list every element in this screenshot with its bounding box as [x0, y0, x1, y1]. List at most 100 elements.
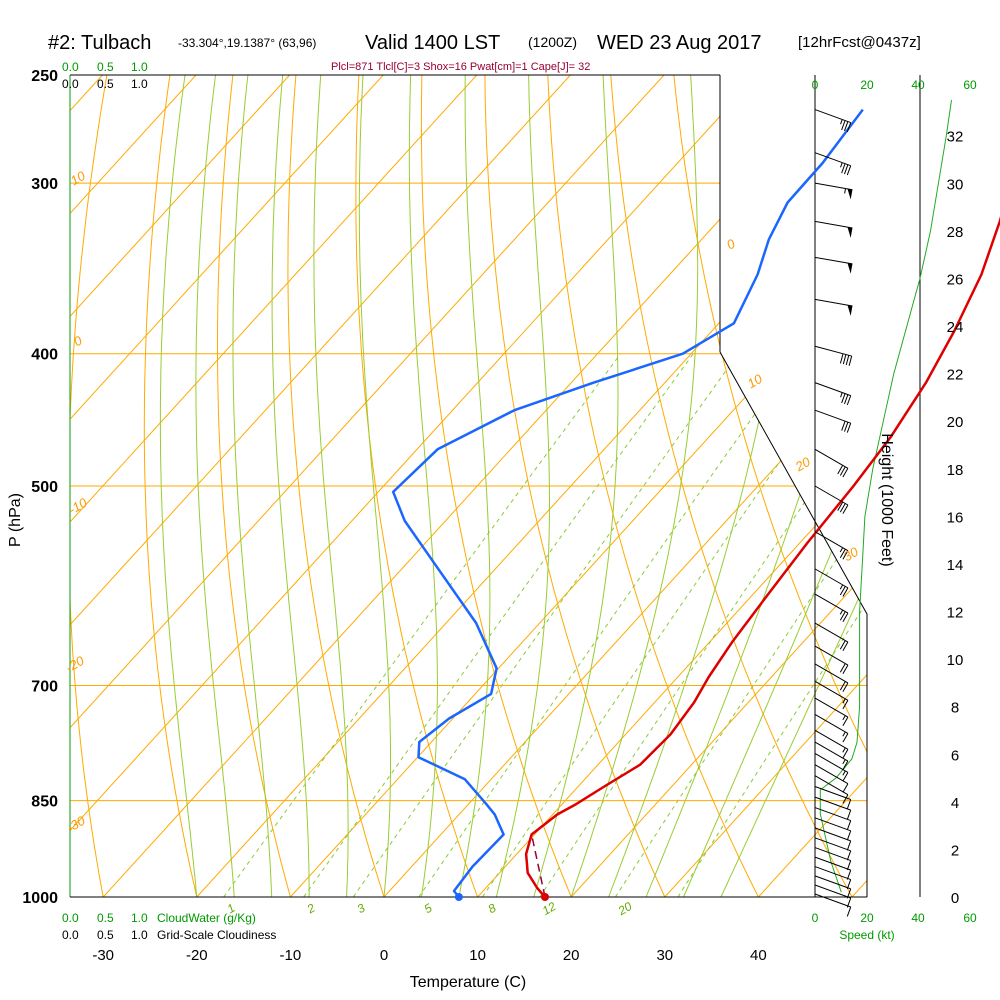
wind-barb [814, 256, 853, 274]
height-tick-label: 30 [947, 176, 964, 193]
barb-shaft [814, 220, 853, 229]
y-axis-title: P (hPa) [7, 493, 24, 547]
barb-shaft [814, 764, 849, 785]
barb-pennant [847, 305, 853, 316]
mixing-ratio-label: 2 [304, 901, 318, 917]
cloudwater-scale-top: 0.0 [62, 60, 79, 74]
barb-shaft [814, 697, 849, 718]
temperature-tick-label: -20 [186, 947, 208, 964]
wind-barb [814, 663, 849, 692]
barb-feather [839, 353, 844, 364]
dry-adiabat [610, 75, 853, 897]
barb-shaft [814, 827, 851, 842]
barb-shaft [814, 847, 851, 862]
dry-adiabat [143, 75, 198, 897]
pressure-tick-label: 700 [31, 679, 58, 696]
barb-shaft [814, 786, 851, 800]
barb-feather [839, 548, 846, 559]
barb-shaft [814, 837, 851, 852]
barb-feather [846, 850, 852, 861]
barb-half-feather [839, 547, 844, 553]
cloudwater-scale-bottom: 0.5 [97, 911, 114, 925]
barb-pennant [847, 188, 853, 200]
barb-feather [841, 163, 846, 174]
barb-feather [839, 503, 846, 513]
moist-adiabat [408, 75, 438, 897]
sounding-profiles [391, 108, 1000, 901]
temperature-tick-label: 40 [750, 947, 767, 964]
barb-feather [842, 749, 849, 759]
barb-feather [842, 504, 849, 514]
wind-barb [814, 152, 852, 176]
wind-barb [814, 485, 849, 514]
dry-adiabat [547, 75, 759, 897]
isotherm-label: -20 [63, 653, 87, 676]
barb-feather [846, 423, 852, 433]
barb-shaft [814, 807, 851, 822]
moist-adiabat [195, 75, 235, 897]
moist-adiabat [720, 578, 867, 897]
barb-feather [842, 772, 849, 782]
barb-feather [839, 466, 846, 476]
moist-adiabat [271, 75, 310, 897]
height-tick-label: 22 [947, 367, 964, 384]
mixing-ratio-label: 20 [615, 899, 635, 918]
temperature-tick-label: -10 [280, 947, 302, 964]
barb-feather [846, 799, 852, 810]
isotherm [664, 674, 867, 897]
barb-shaft [814, 714, 849, 734]
height-tick-label: 24 [947, 319, 964, 336]
temperature-tick-label: 30 [656, 947, 673, 964]
barb-half-feather [842, 715, 846, 721]
barb-shaft [814, 382, 851, 397]
wind-barb [814, 856, 852, 880]
wind-barb [814, 827, 852, 851]
dry-adiabat [217, 75, 291, 897]
speed-axis-title: Speed (kt) [839, 928, 894, 942]
barb-feather [842, 664, 849, 675]
wind-barb [814, 697, 849, 726]
moist-adiabat [159, 75, 198, 897]
wind-barb [814, 847, 852, 871]
barb-feather [839, 663, 846, 673]
wind-barb [814, 593, 849, 623]
barb-feather [846, 869, 852, 880]
barb-half-feather [839, 584, 844, 590]
barb-shaft [814, 256, 853, 265]
dry-adiabat [484, 75, 666, 897]
wind-barb [814, 382, 852, 406]
wind-barb [814, 764, 849, 793]
barb-feather [839, 640, 846, 650]
height-tick-label: 28 [947, 224, 964, 241]
wind-barb [814, 893, 852, 917]
wind-speed-profile [819, 99, 952, 893]
barb-feather [842, 641, 849, 651]
wind-barb [814, 775, 849, 804]
speed-tick-bottom: 20 [860, 911, 874, 925]
barb-half-feather [842, 731, 846, 737]
mixing-ratio-label: 3 [355, 901, 368, 917]
outer-mask [720, 75, 1000, 897]
mixing-ratio-label: 12 [540, 899, 559, 918]
barb-feather [843, 394, 849, 405]
wind-barb [814, 345, 853, 366]
barb-shaft [814, 856, 851, 871]
barb-feather [842, 468, 849, 478]
barb-feather [842, 682, 849, 692]
wind-barb [814, 729, 849, 759]
height-tick-label: 14 [947, 557, 964, 574]
wind-barb [814, 817, 852, 841]
barb-half-feather [842, 747, 846, 753]
barb-feather [842, 733, 849, 743]
mixing-ratio-line [223, 353, 622, 897]
temperature-tick-label: 0 [380, 947, 388, 964]
barb-feather [846, 122, 852, 133]
barb-shaft [814, 884, 851, 899]
moist-adiabat [232, 75, 273, 897]
barb-shaft [814, 741, 849, 762]
height-tick-label: 18 [947, 462, 964, 479]
mixing-ratio-line [539, 410, 867, 897]
barb-feather [842, 760, 849, 770]
parcel-line [530, 834, 546, 898]
